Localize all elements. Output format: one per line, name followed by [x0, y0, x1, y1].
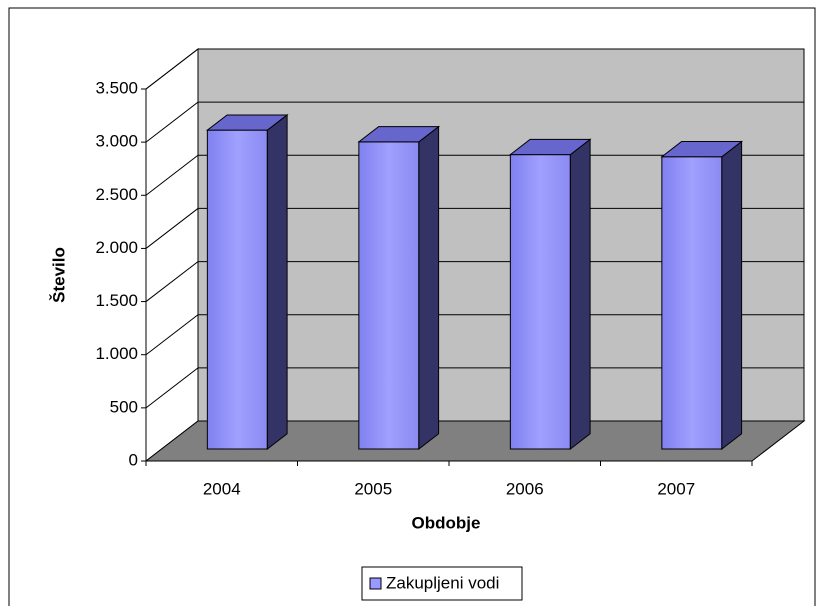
grid-line [145, 48, 804, 90]
bar-top [205, 114, 289, 131]
bar [357, 125, 441, 451]
bar-front [358, 141, 420, 450]
bar-top [508, 138, 592, 156]
y-tick-label: 1.500 [95, 291, 138, 310]
bar [205, 113, 289, 451]
plot [141, 47, 806, 466]
grid-line [145, 314, 804, 356]
y-tick-label: 3.000 [95, 132, 138, 151]
bar [508, 138, 592, 451]
x-tick-label: 2006 [506, 479, 544, 498]
bar-top [660, 141, 744, 158]
x-tick-label: 2004 [203, 479, 241, 498]
grid-line [145, 207, 804, 249]
y-tick-label: 3.500 [95, 78, 138, 97]
y-tick-label: 2.000 [95, 238, 138, 257]
y-axis-title: Število [49, 247, 68, 303]
bar-side [721, 140, 743, 451]
bar-top [357, 126, 441, 143]
bar-front [661, 156, 723, 450]
legend-swatch [369, 577, 382, 590]
bar-front [206, 129, 268, 450]
x-tick-label: 2005 [354, 479, 392, 498]
legend [361, 566, 523, 601]
grid-line [145, 261, 804, 302]
grid-line [145, 154, 804, 196]
x-axis-title: Obdobje [412, 513, 481, 532]
y-tick-label: 0 [129, 450, 138, 469]
legend-label: Zakupljeni vodi [386, 573, 499, 592]
bar-side [569, 138, 591, 451]
bar-front [509, 154, 571, 450]
chart-frame [8, 7, 816, 606]
bar-side [418, 125, 440, 451]
bar [660, 140, 744, 451]
grid-line [145, 367, 804, 409]
y-tick-label: 500 [110, 397, 138, 416]
bar-side [266, 113, 288, 451]
y-tick-label: 2.500 [95, 185, 138, 204]
y-tick-label: 1.000 [95, 344, 138, 363]
grid-line [145, 101, 804, 143]
x-tick-label: 2007 [657, 479, 695, 498]
side-wall [145, 47, 199, 463]
